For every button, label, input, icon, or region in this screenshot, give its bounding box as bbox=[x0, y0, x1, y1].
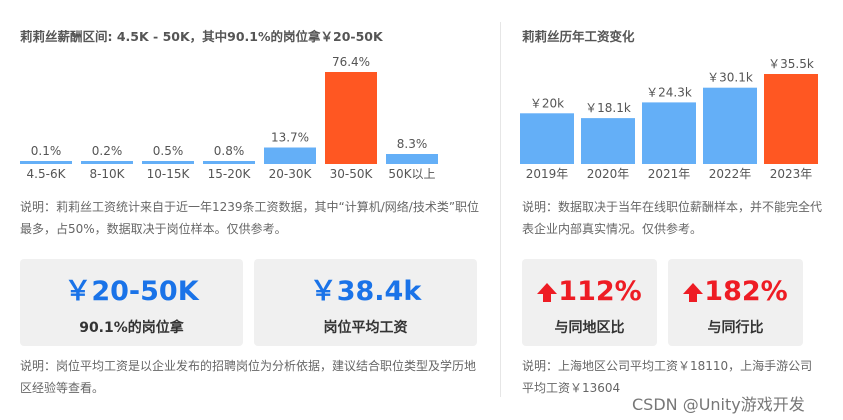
data-label-2021年: ￥24.3k bbox=[646, 85, 692, 99]
data-label-10-15K: 0.5% bbox=[153, 144, 184, 158]
tick-label-8-10K: 8-10K bbox=[89, 167, 125, 181]
bar-2022年 bbox=[703, 87, 757, 164]
yearly-salary-chart: ￥20k 2019年 ￥18.1k 2020年 ￥24.3k 2021年 ￥30.1k 202… bbox=[520, 57, 818, 181]
tick-label-2019年: 2019年 bbox=[526, 167, 569, 181]
salary-distribution-chart: 0.1% 4.5-6K 0.2% 8-10K 0.5% 10-15K 0.8% 15-20K 1… bbox=[20, 55, 438, 181]
bar-10-15K bbox=[142, 161, 194, 164]
bar-8-10K bbox=[81, 161, 133, 164]
bar-30-50K bbox=[325, 72, 377, 164]
tick-label-15-20K: 15-20K bbox=[208, 167, 252, 181]
tick-label-2021年: 2021年 bbox=[648, 167, 691, 181]
regional-comparison-card: 112% 与同地区比 bbox=[522, 259, 657, 346]
average-salary-value: ￥38.4k bbox=[309, 276, 422, 307]
tick-label-2023年: 2023年 bbox=[770, 167, 813, 181]
data-label-30-50K: 76.4% bbox=[332, 55, 370, 69]
bar-2023年 bbox=[764, 74, 818, 164]
industry-comparison-card: 182% 与同行比 bbox=[668, 259, 803, 346]
regional-comparison-value: 112% bbox=[558, 276, 642, 307]
regional-comparison-label: 与同地区比 bbox=[554, 320, 625, 336]
up-arrow-icon bbox=[537, 283, 558, 302]
salary-range-card: ￥20-50K 90.1%的岗位拿 bbox=[20, 259, 243, 346]
section-divider bbox=[500, 22, 501, 397]
bar-2019年 bbox=[520, 113, 574, 164]
data-label-20-30K: 13.7% bbox=[271, 131, 309, 145]
salary-range-label: 90.1%的岗位拿 bbox=[79, 320, 184, 336]
salary-range-note: 说明：莉莉丝工资统计来自于近一年1239条工资数据，其中“计算机/网络/技术类”… bbox=[20, 200, 480, 236]
data-label-50K以上: 8.3% bbox=[397, 137, 428, 151]
tick-label-2020年: 2020年 bbox=[587, 167, 630, 181]
data-label-2020年: ￥18.1k bbox=[585, 101, 631, 115]
bar-4.5-6K bbox=[20, 161, 72, 164]
bar-50K以上 bbox=[386, 154, 438, 164]
bar-2021年 bbox=[642, 102, 696, 164]
industry-comparison-label: 与同行比 bbox=[707, 320, 764, 336]
industry-comparison-value: 182% bbox=[704, 276, 788, 307]
salary-range-title: 莉莉丝薪酬区间: 4.5K - 50K，其中90.1%的岗位拿￥20-50K bbox=[20, 29, 383, 44]
tick-label-4.5-6K: 4.5-6K bbox=[27, 167, 67, 181]
yearly-salary-title: 莉莉丝历年工资变化 bbox=[522, 29, 635, 44]
salary-range-value: ￥20-50K bbox=[64, 276, 199, 307]
watermark: CSDN @Unity游戏开发 bbox=[632, 395, 805, 414]
data-label-2022年: ￥30.1k bbox=[707, 71, 753, 85]
average-salary-note: 说明：岗位平均工资是以企业发布的招聘岗位为分析依据，建议结合职位类型及学历地区经… bbox=[20, 359, 477, 395]
bar-15-20K bbox=[203, 161, 255, 164]
data-label-2019年: ￥20k bbox=[530, 96, 564, 110]
up-arrow-icon bbox=[683, 283, 704, 302]
bar-20-30K bbox=[264, 147, 316, 164]
shanghai-salary-note: 说明：上海地区公司平均工资￥18110，上海手游公司平均工资￥13604 bbox=[522, 359, 813, 395]
data-label-15-20K: 0.8% bbox=[214, 144, 245, 158]
tick-label-50K以上: 50K以上 bbox=[388, 167, 435, 181]
tick-label-10-15K: 10-15K bbox=[147, 167, 191, 181]
average-salary-label: 岗位平均工资 bbox=[323, 320, 408, 336]
average-salary-card: ￥38.4k 岗位平均工资 bbox=[254, 259, 477, 346]
bar-2020年 bbox=[581, 118, 635, 164]
tick-label-20-30K: 20-30K bbox=[269, 167, 313, 181]
yearly-salary-note: 说明：数据取决于当年在线职位薪酬样本，并不能完全代表企业内部真实情况。仅供参考。 bbox=[522, 200, 823, 236]
data-label-4.5-6K: 0.1% bbox=[31, 144, 62, 158]
data-label-8-10K: 0.2% bbox=[92, 144, 123, 158]
data-label-2023年: ￥35.5k bbox=[768, 57, 814, 71]
tick-label-2022年: 2022年 bbox=[709, 167, 752, 181]
tick-label-30-50K: 30-50K bbox=[330, 167, 374, 181]
